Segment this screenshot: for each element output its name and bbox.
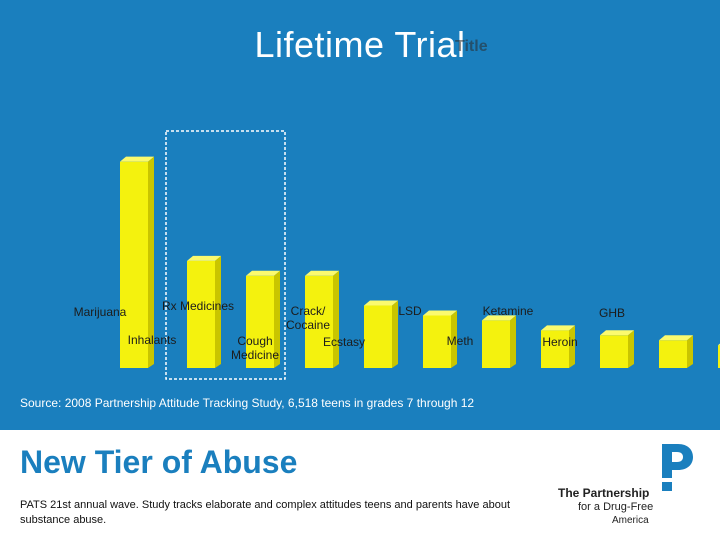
- category-label: Heroin: [542, 335, 577, 349]
- bar-side-8: [628, 330, 634, 368]
- bar-4: [364, 300, 398, 368]
- logo-line-3: America: [612, 515, 649, 526]
- category-label: Cough Medicine: [231, 334, 279, 362]
- bar-side-4: [392, 300, 398, 368]
- bar-top-2: [246, 270, 280, 276]
- logo-line-2: for a Drug-Free: [578, 501, 654, 513]
- bar-front-7: [541, 330, 569, 368]
- category-label: Marijuana: [74, 305, 127, 319]
- bar-side-2: [274, 270, 280, 368]
- bar-top-5: [423, 310, 457, 316]
- bar-side-0: [148, 156, 154, 368]
- section-heading: New Tier of Abuse: [20, 444, 298, 480]
- bar-front-2: [246, 275, 274, 368]
- bar-1: [187, 255, 221, 368]
- bar-top-8: [600, 330, 634, 336]
- bar-side-7: [569, 325, 575, 368]
- category-label: Crack/Cocaine: [286, 304, 330, 332]
- bar-front-10: [718, 345, 720, 368]
- bar-side-3: [333, 270, 339, 368]
- chart-title: Lifetime Trial: [254, 24, 466, 65]
- bar-front-6: [482, 320, 510, 368]
- highlight-box: [165, 130, 286, 380]
- bar-top-3: [305, 270, 339, 276]
- category-label: Ketamine: [483, 304, 534, 318]
- source-note: Source: 2008 Partnership Attitude Tracki…: [20, 396, 475, 410]
- bar-side-1: [215, 255, 221, 368]
- bar-7: [541, 325, 575, 368]
- bar-front-4: [364, 305, 392, 368]
- question-mark-logo-icon: [662, 444, 693, 491]
- bar-top-6: [482, 315, 516, 321]
- bar-top-0: [120, 156, 154, 162]
- category-label: Rx Medicines: [162, 299, 234, 313]
- bar-front-5: [423, 315, 451, 368]
- bar-front-3: [305, 275, 333, 368]
- bar-front-8: [600, 335, 628, 368]
- bar-0: [120, 156, 154, 368]
- category-label: Inhalants: [128, 333, 177, 347]
- bar-9: [659, 335, 693, 368]
- logo-line-1: The Partnership: [558, 486, 650, 500]
- bar-top-9: [659, 335, 693, 341]
- category-label: GHB: [599, 306, 625, 320]
- bar-front-1: [187, 260, 215, 368]
- bar-top-4: [364, 300, 398, 306]
- description-text: PATS 21st annual wave. Study tracks elab…: [20, 499, 511, 526]
- bar-top-1: [187, 255, 221, 261]
- bar-5: [423, 310, 457, 368]
- bar-side-5: [451, 310, 457, 368]
- bar-top-7: [541, 325, 575, 331]
- bar-front-0: [120, 161, 148, 368]
- partnership-logo: The Partnership for a Drug-Free America: [556, 440, 706, 530]
- bar-6: [482, 315, 516, 368]
- bar-2: [246, 270, 280, 368]
- bar-3: [305, 270, 339, 368]
- category-label: Meth: [447, 334, 474, 348]
- category-label: Ecstasy: [323, 335, 365, 349]
- bar-8: [600, 330, 634, 368]
- category-label: LSD: [398, 304, 422, 318]
- bar-side-9: [687, 335, 693, 368]
- bar-front-9: [659, 340, 687, 368]
- bar-side-6: [510, 315, 516, 368]
- title-placeholder-text: Title: [455, 38, 488, 55]
